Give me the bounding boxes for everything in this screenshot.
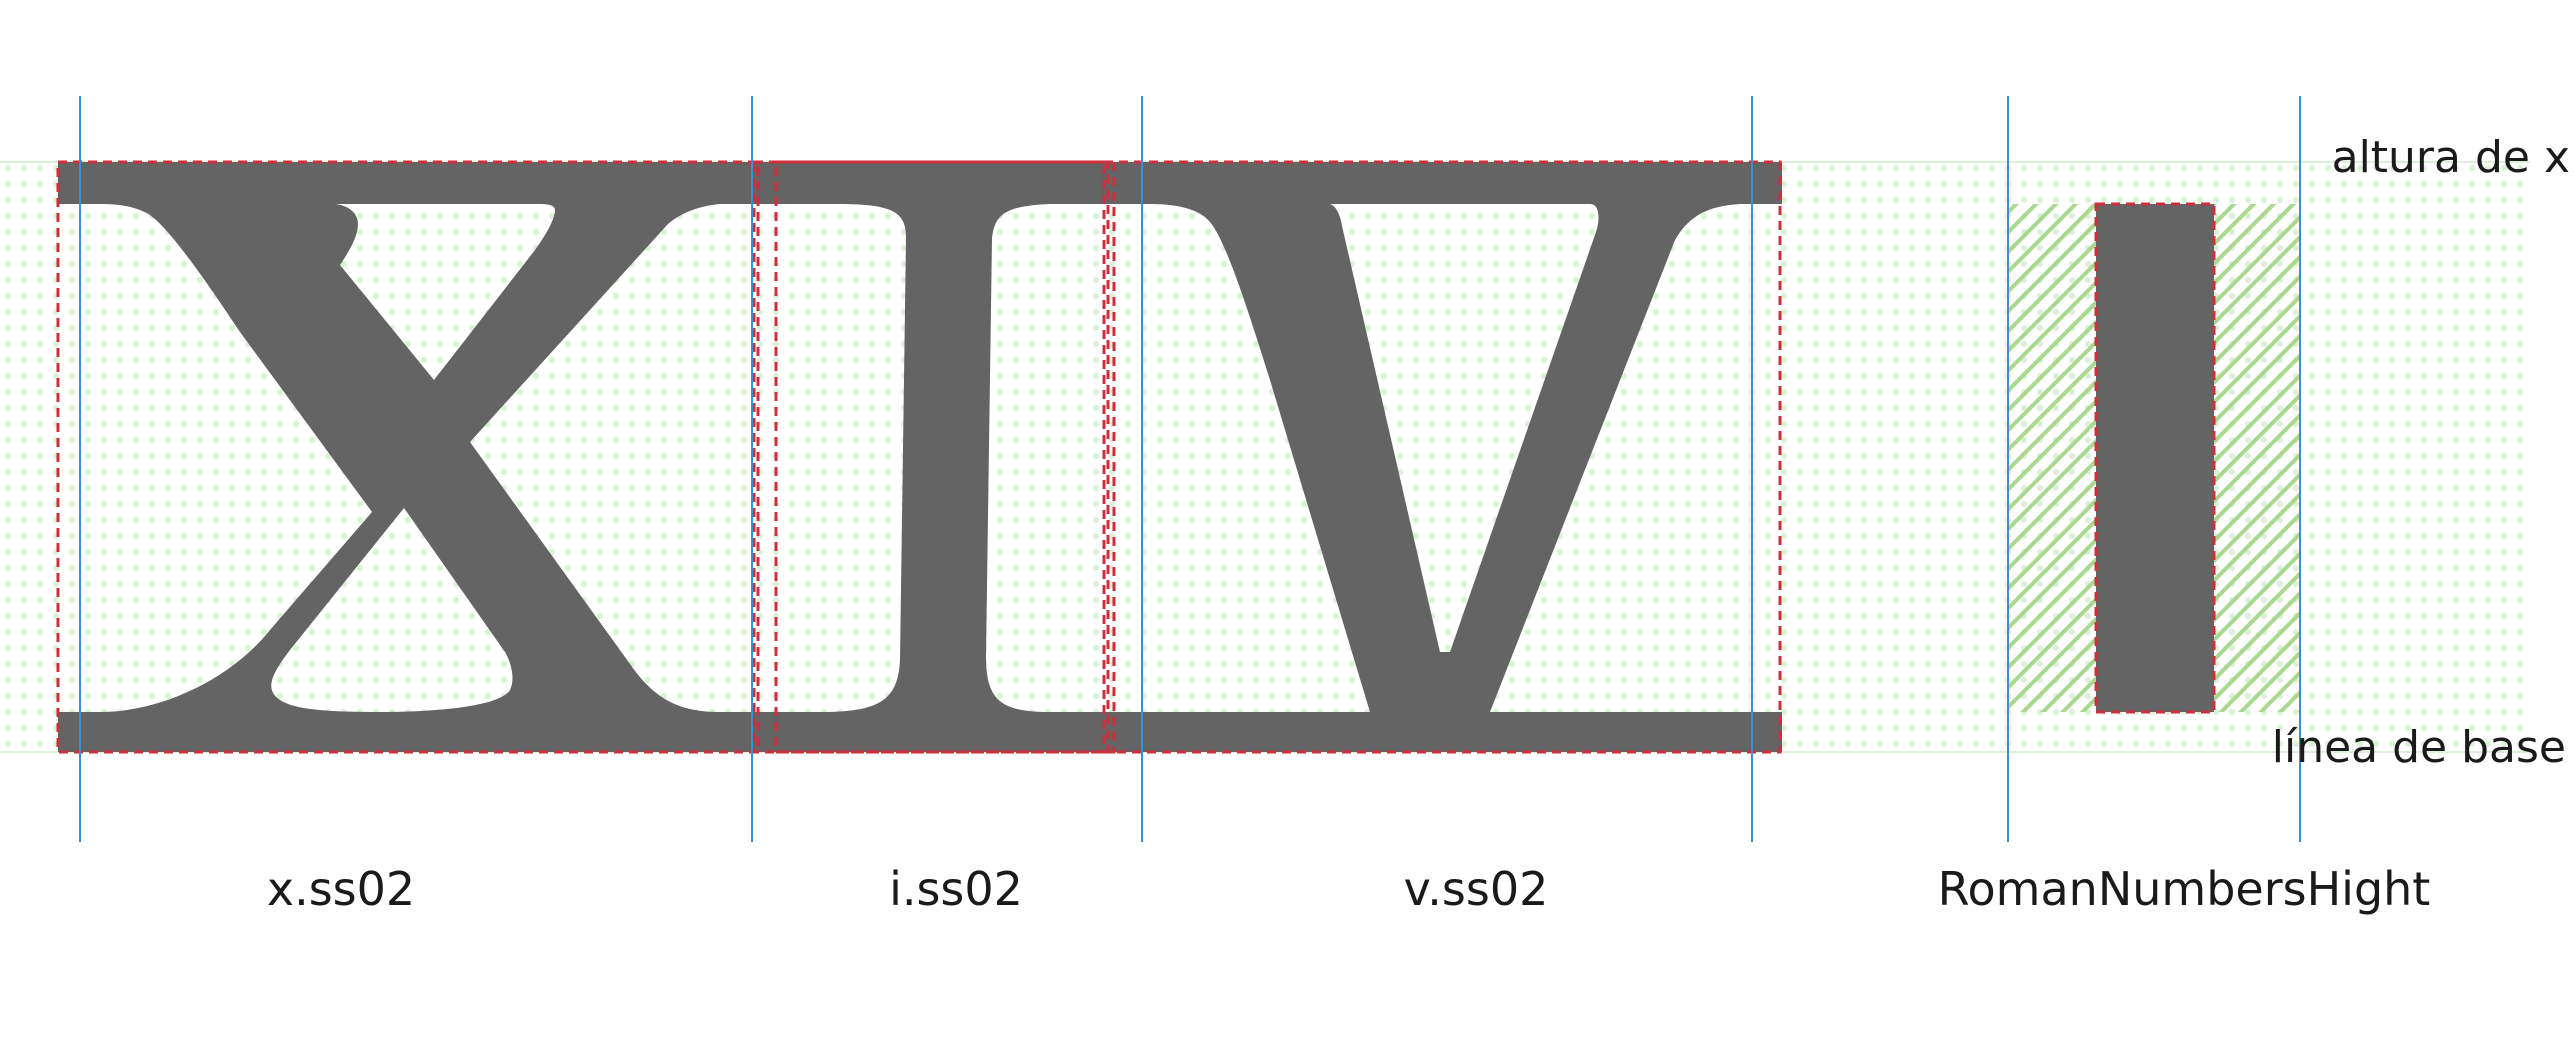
bbox-x	[56, 160, 760, 754]
bbox-v	[1102, 160, 1782, 754]
glyph-v-shape	[1110, 162, 1782, 752]
glyph-name-label: i.ss02	[889, 862, 1023, 916]
glyph-i-shape	[760, 162, 1110, 752]
baseline-label: línea de base	[2272, 722, 2566, 773]
bbox-roman	[2094, 202, 2216, 714]
hatch-right	[2214, 204, 2300, 712]
glyph-x-shape	[58, 162, 760, 752]
hatch-left	[2008, 204, 2096, 712]
glyph-name-label: RomanNumbersHight	[1938, 862, 2431, 916]
glyph-name-label: v.ss02	[1404, 862, 1549, 916]
glyph-name-label: x.ss02	[267, 862, 415, 916]
x-height-label: altura de x	[2332, 132, 2570, 183]
glyph-roman-bar	[2096, 204, 2214, 712]
bbox-i-inner	[774, 160, 1110, 754]
